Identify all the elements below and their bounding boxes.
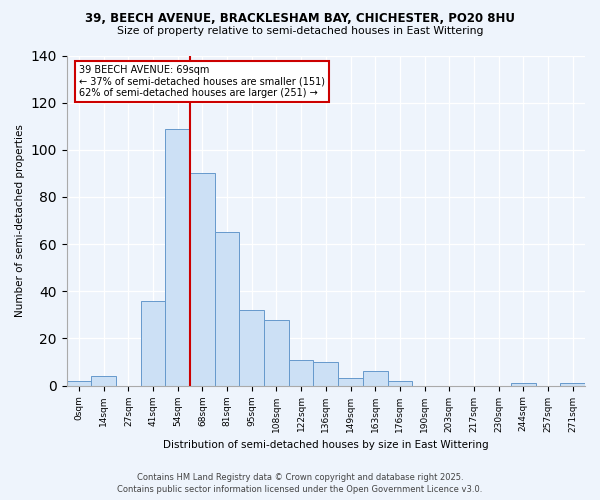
Bar xyxy=(67,381,91,386)
Bar xyxy=(215,232,239,386)
Bar xyxy=(190,174,215,386)
Text: Contains HM Land Registry data © Crown copyright and database right 2025.
Contai: Contains HM Land Registry data © Crown c… xyxy=(118,472,482,494)
Text: 39 BEECH AVENUE: 69sqm
← 37% of semi-detached houses are smaller (151)
62% of se: 39 BEECH AVENUE: 69sqm ← 37% of semi-det… xyxy=(79,65,325,98)
Bar xyxy=(363,372,388,386)
Bar xyxy=(511,383,536,386)
Text: Size of property relative to semi-detached houses in East Wittering: Size of property relative to semi-detach… xyxy=(117,26,483,36)
Bar xyxy=(141,300,166,386)
Bar xyxy=(289,360,313,386)
Bar xyxy=(166,128,190,386)
Bar xyxy=(560,383,585,386)
Bar xyxy=(264,320,289,386)
Bar xyxy=(239,310,264,386)
X-axis label: Distribution of semi-detached houses by size in East Wittering: Distribution of semi-detached houses by … xyxy=(163,440,488,450)
Text: 39, BEECH AVENUE, BRACKLESHAM BAY, CHICHESTER, PO20 8HU: 39, BEECH AVENUE, BRACKLESHAM BAY, CHICH… xyxy=(85,12,515,26)
Bar xyxy=(91,376,116,386)
Bar xyxy=(388,381,412,386)
Y-axis label: Number of semi-detached properties: Number of semi-detached properties xyxy=(15,124,25,317)
Bar xyxy=(313,362,338,386)
Bar xyxy=(338,378,363,386)
